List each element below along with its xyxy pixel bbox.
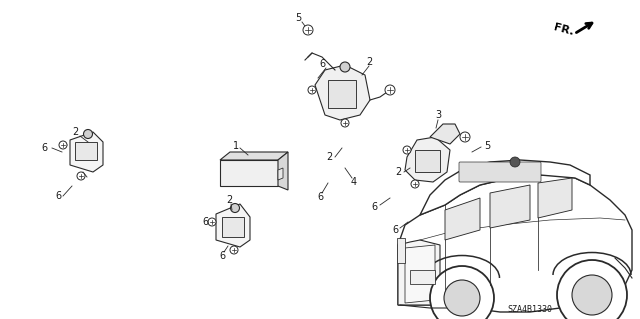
Circle shape <box>230 204 239 212</box>
Polygon shape <box>405 245 435 303</box>
Polygon shape <box>398 240 440 305</box>
Polygon shape <box>445 198 480 240</box>
Circle shape <box>308 86 316 94</box>
Circle shape <box>572 275 612 315</box>
Text: 4: 4 <box>351 177 357 187</box>
Polygon shape <box>430 124 460 144</box>
Text: 6: 6 <box>371 202 377 212</box>
Text: 6: 6 <box>55 191 61 201</box>
Text: 2: 2 <box>226 195 232 205</box>
FancyBboxPatch shape <box>397 238 405 263</box>
Text: 6: 6 <box>317 192 323 202</box>
Circle shape <box>444 280 480 316</box>
Polygon shape <box>216 204 250 247</box>
Circle shape <box>557 260 627 319</box>
Text: 6: 6 <box>219 251 225 261</box>
Circle shape <box>430 266 494 319</box>
FancyBboxPatch shape <box>328 80 356 108</box>
Circle shape <box>340 62 350 72</box>
FancyBboxPatch shape <box>75 142 97 160</box>
Polygon shape <box>315 65 370 120</box>
Circle shape <box>341 119 349 127</box>
Text: 2: 2 <box>366 57 372 67</box>
FancyBboxPatch shape <box>410 270 435 284</box>
Circle shape <box>411 180 419 188</box>
Polygon shape <box>405 137 450 182</box>
Circle shape <box>230 246 238 254</box>
Text: 2: 2 <box>395 167 401 177</box>
Text: 6: 6 <box>392 225 398 235</box>
Circle shape <box>385 85 395 95</box>
Text: SZA4B1330: SZA4B1330 <box>508 306 552 315</box>
Text: 5: 5 <box>295 13 301 23</box>
Text: 2: 2 <box>72 127 78 137</box>
Circle shape <box>83 130 93 138</box>
Text: 1: 1 <box>233 141 239 151</box>
Circle shape <box>510 157 520 167</box>
Circle shape <box>59 141 67 149</box>
Polygon shape <box>278 168 283 180</box>
Text: 6: 6 <box>202 217 208 227</box>
Text: FR.: FR. <box>553 23 575 38</box>
Circle shape <box>303 25 313 35</box>
Circle shape <box>403 146 411 154</box>
Polygon shape <box>220 152 288 160</box>
FancyBboxPatch shape <box>459 162 541 182</box>
Polygon shape <box>420 160 590 215</box>
Text: 5: 5 <box>484 141 490 151</box>
Text: 6: 6 <box>41 143 47 153</box>
Polygon shape <box>278 152 288 190</box>
Circle shape <box>77 172 85 180</box>
FancyBboxPatch shape <box>415 150 440 172</box>
Text: 2: 2 <box>326 152 332 162</box>
Circle shape <box>208 218 216 226</box>
Polygon shape <box>538 178 572 218</box>
FancyBboxPatch shape <box>222 217 244 237</box>
Polygon shape <box>490 185 530 228</box>
Text: 6: 6 <box>319 59 325 69</box>
Polygon shape <box>70 132 103 172</box>
Polygon shape <box>398 175 632 312</box>
Text: 3: 3 <box>435 110 441 120</box>
Polygon shape <box>220 160 278 186</box>
Circle shape <box>460 132 470 142</box>
